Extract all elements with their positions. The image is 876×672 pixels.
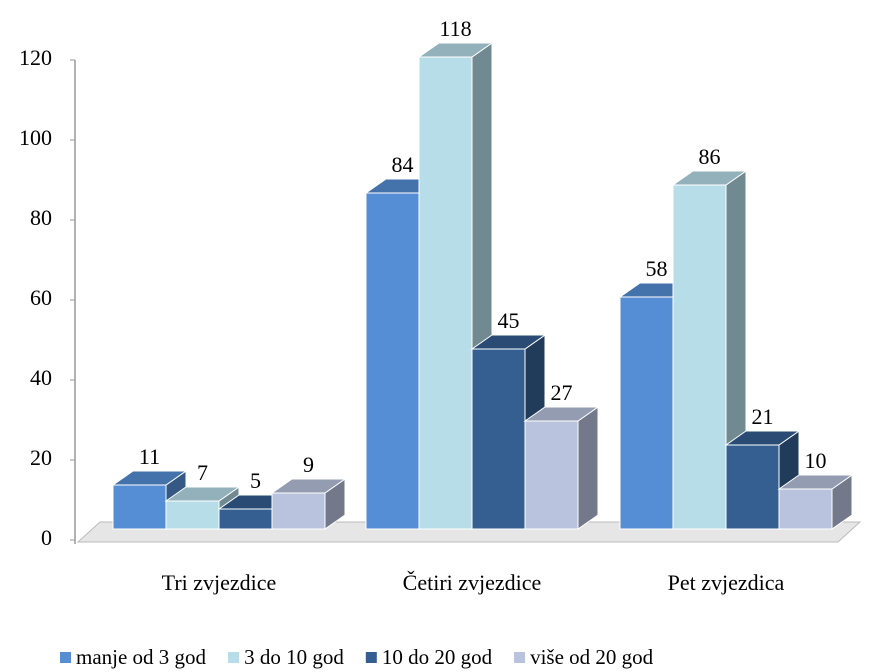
data-label: 45 [498,308,520,333]
y-tick-label: 100 [19,125,52,150]
data-label: 5 [250,468,261,493]
legend-label: manje od 3 god [76,645,207,669]
y-tick-label: 20 [30,445,52,470]
y-tick-label: 80 [30,205,52,230]
bar [418,56,473,530]
x-tick-label: Tri zvjezdice [162,570,277,595]
x-tick-label: Četiri zvjezdice [403,570,542,595]
legend-swatch [60,652,71,663]
bar [471,348,526,530]
y-tick-label: 40 [30,365,52,390]
legend-swatch [228,652,240,663]
bar [271,492,326,530]
data-label: 27 [551,380,573,405]
bar [524,420,579,530]
legend-swatch [514,652,526,663]
y-tick-label: 120 [19,45,52,70]
bar [365,192,420,530]
bar [672,184,727,530]
legend-label: više od 20 god [530,645,654,669]
legend-swatch [365,652,377,663]
x-tick-label: Pet zvjezdica [668,570,785,595]
y-tick-label: 0 [41,525,52,550]
legend-label: 10 do 20 god [382,645,493,669]
data-label: 58 [646,256,668,281]
data-label: 10 [805,448,827,473]
data-label: 7 [197,460,208,485]
bar [778,488,833,530]
data-label: 118 [439,16,471,41]
bar [619,296,674,530]
bar-side [577,406,599,530]
data-label: 21 [752,404,774,429]
data-label: 86 [699,144,721,169]
y-tick-label: 60 [30,285,52,310]
bar [112,484,167,530]
bar [165,500,220,530]
data-label: 11 [139,444,160,469]
bar [218,508,273,530]
bar [725,444,780,530]
data-label: 9 [303,452,314,477]
legend-label: 3 do 10 god [244,645,344,669]
data-label: 84 [392,152,414,177]
